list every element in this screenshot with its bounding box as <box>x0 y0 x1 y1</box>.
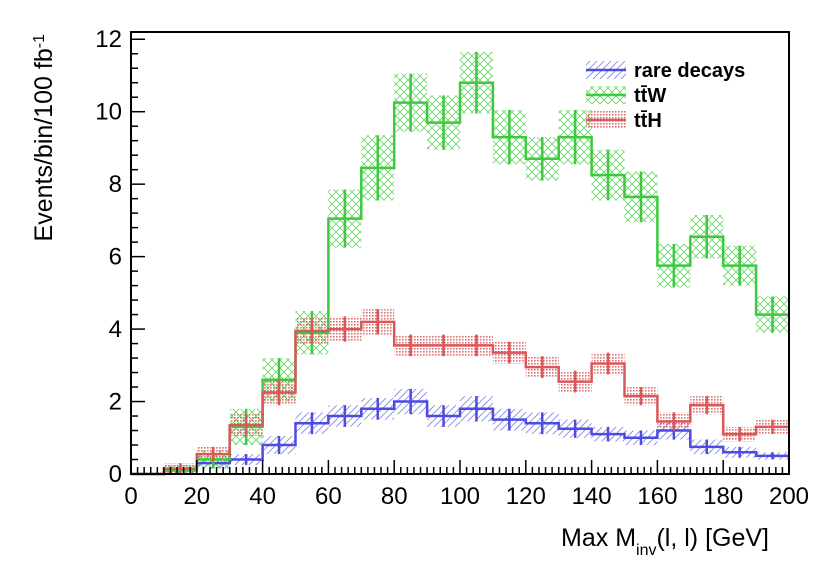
error-bars <box>179 51 774 474</box>
y-tick-label: 12 <box>95 26 122 53</box>
x-tick-label: 200 <box>769 483 809 510</box>
x-tick-label: 0 <box>124 483 137 510</box>
x-axis-title: Max Minv(l, l) [GeV] <box>561 524 769 559</box>
x-tick-label: 160 <box>637 483 677 510</box>
x-tick-label: 60 <box>315 483 342 510</box>
y-tick-label: 8 <box>109 171 122 198</box>
legend-label-rare-decays: rare decays <box>634 60 745 82</box>
x-tick-label: 180 <box>703 483 743 510</box>
y-tick-label: 0 <box>109 461 122 488</box>
x-tick-label: 20 <box>183 483 210 510</box>
x-tick-labels: 0 20 40 60 80 100 120 140 160 180 200 <box>124 483 809 510</box>
x-tick-label: 120 <box>506 483 546 510</box>
x-tick-label: 140 <box>572 483 612 510</box>
legend-label-tt-w: tt̄W <box>634 85 666 107</box>
x-tick-label: 40 <box>249 483 276 510</box>
y-tick-label: 4 <box>109 316 122 343</box>
x-tick-label: 100 <box>440 483 480 510</box>
y-tick-label: 2 <box>109 389 122 416</box>
y-tick-labels: 0 2 4 6 8 10 12 <box>95 26 122 488</box>
x-tick-label: 80 <box>381 483 408 510</box>
y-axis-title: Events/bin/100 fb-1 <box>30 34 58 242</box>
y-tick-label: 6 <box>109 244 122 271</box>
y-tick-label: 10 <box>95 99 122 126</box>
legend: rare decays tt̄W tt̄H <box>586 60 745 132</box>
legend-label-tt-h: tt̄H <box>634 110 662 132</box>
axis-ticks <box>130 38 790 475</box>
